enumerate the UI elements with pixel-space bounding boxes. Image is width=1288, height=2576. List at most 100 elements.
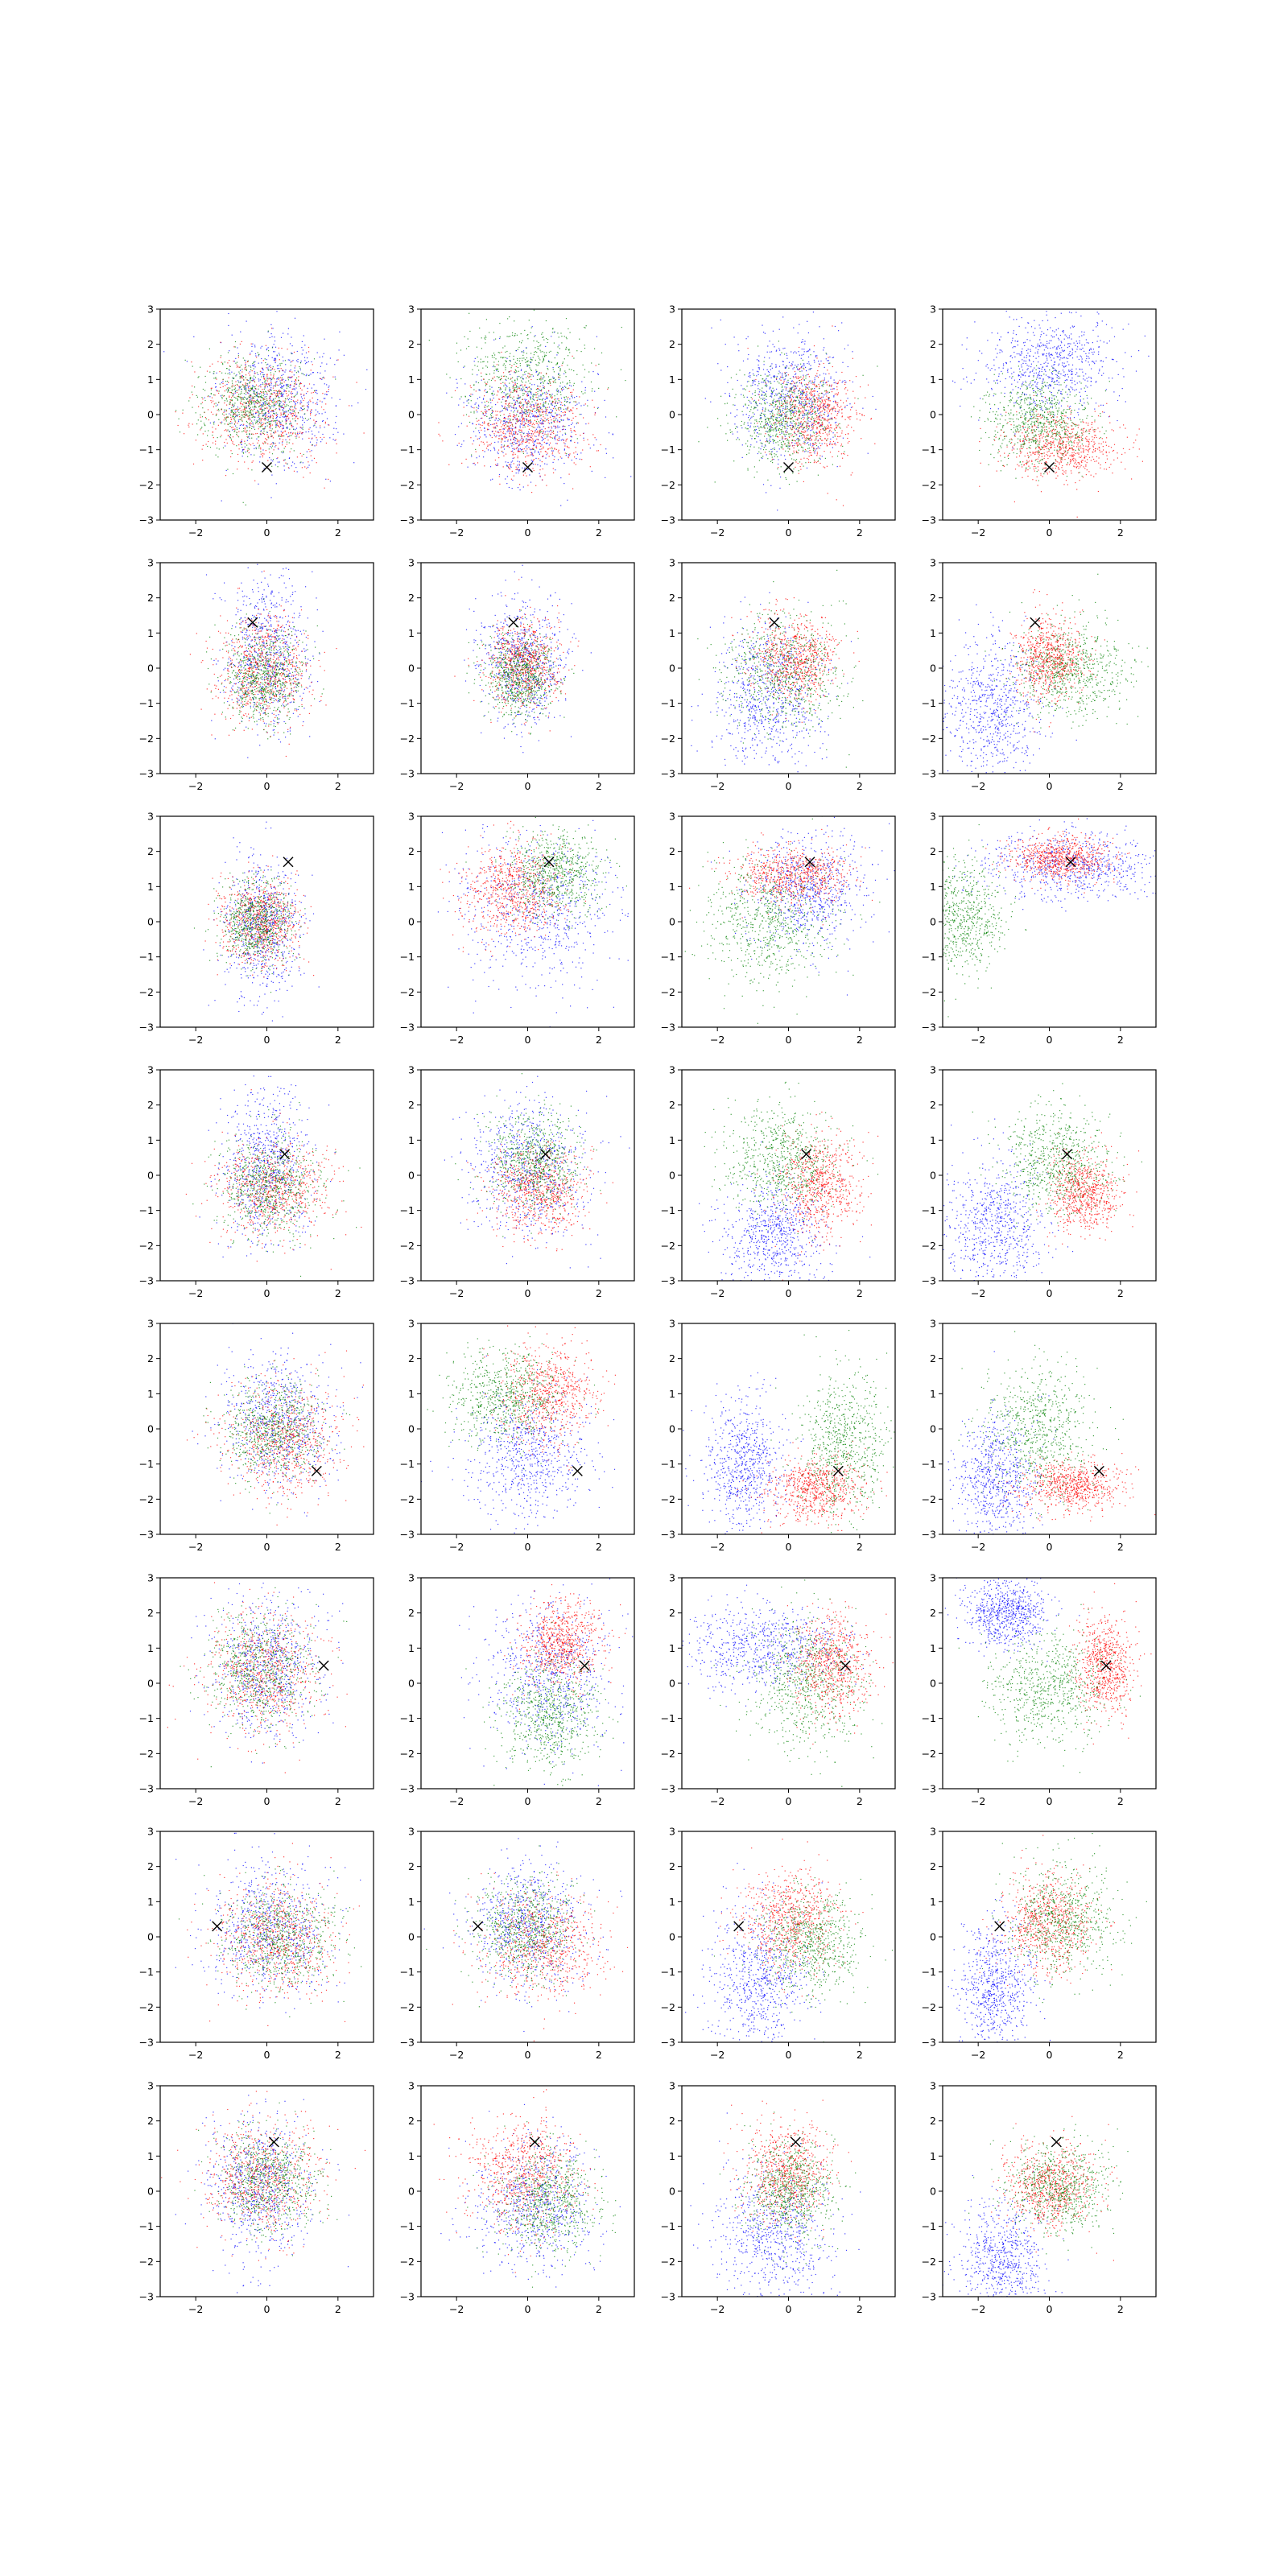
data-point [598,388,599,389]
data-point [833,396,834,397]
data-point [507,318,508,319]
data-point [524,409,525,410]
data-point [573,357,574,358]
data-point [277,425,278,426]
data-point [300,427,301,428]
data-point [793,397,794,398]
data-point [498,457,499,458]
data-point [463,440,464,441]
data-point [333,434,334,435]
data-point [511,367,512,368]
data-point [314,458,315,459]
data-point [809,349,810,350]
data-point [285,398,286,399]
data-point [226,405,227,406]
data-point [175,410,176,411]
data-point [522,386,523,387]
data-point [295,416,296,417]
data-point [258,440,259,441]
data-point [508,426,509,427]
data-point [808,459,809,460]
data-point [502,357,503,358]
data-point [482,450,483,451]
data-point [494,449,495,450]
data-point [527,334,528,335]
data-point [257,412,258,413]
data-point [757,359,758,360]
data-point [335,422,336,423]
data-point [194,371,195,372]
data-point [458,361,459,362]
data-point [526,445,527,446]
data-point [475,404,476,405]
data-point [520,403,521,404]
data-point [251,399,252,400]
data-point [260,386,261,387]
data-point [291,399,292,400]
data-point [517,461,518,462]
data-point [803,354,804,355]
data-point [238,412,239,413]
data-point [295,434,296,435]
x-tick-label: 0 [525,526,531,539]
data-point [245,427,246,428]
data-point [801,403,802,404]
data-point [245,364,246,365]
data-point [228,430,229,431]
data-point [527,338,528,339]
data-point [310,427,311,428]
data-point [492,437,493,438]
data-point [250,423,251,424]
data-point [789,425,790,426]
data-point [252,344,253,345]
data-point [308,375,309,376]
data-point [486,442,487,443]
data-point [518,440,519,441]
data-point [314,390,315,391]
data-point [258,381,259,382]
data-point [530,398,531,399]
data-point [553,433,554,434]
data-point [484,428,485,429]
data-point [471,455,472,456]
data-point [553,462,554,463]
data-point [806,370,807,371]
data-point [250,394,251,395]
data-point [581,391,582,392]
data-point [781,395,782,396]
data-point [498,418,499,419]
data-point [776,389,777,390]
data-point [549,401,550,402]
data-point [538,388,539,389]
data-point [521,413,522,414]
data-point [531,492,532,493]
data-point [493,423,494,424]
data-point [524,436,525,437]
data-point [272,347,273,348]
data-point [207,371,208,372]
data-point [254,403,255,404]
data-point [472,407,473,408]
data-point [317,404,318,405]
data-point [288,386,289,387]
data-point [576,350,577,351]
data-point [291,396,292,397]
data-point [252,417,253,418]
data-point [543,439,544,440]
data-point [585,403,586,404]
data-point [237,366,238,367]
data-point [247,380,248,381]
data-point [247,361,248,362]
data-point [231,440,232,441]
y-tick-label: −2 [400,479,415,491]
data-point [758,374,759,375]
data-point [248,405,249,406]
data-point [748,336,749,337]
data-point [533,455,534,456]
data-point [245,412,246,413]
data-point [476,390,477,391]
data-point [532,468,533,469]
data-point [304,408,305,409]
data-point [766,391,767,392]
data-point [268,347,269,348]
